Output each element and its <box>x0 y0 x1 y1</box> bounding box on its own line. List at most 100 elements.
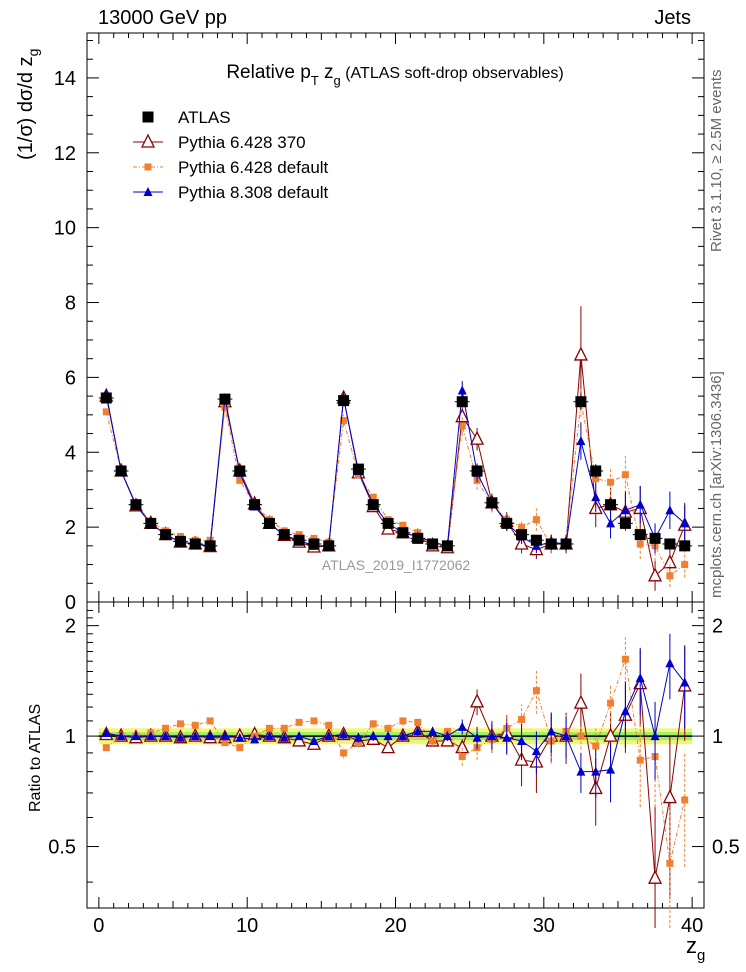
ratio-point <box>146 731 156 741</box>
ratio-line <box>106 662 686 773</box>
data-point <box>516 529 528 541</box>
ratio-point <box>399 717 407 725</box>
data-point <box>666 572 674 580</box>
ratio-series-2 <box>101 633 690 803</box>
data-point <box>560 538 572 550</box>
x-tick-label: 20 <box>384 915 406 937</box>
data-point <box>340 416 348 424</box>
ratio-point <box>369 720 377 728</box>
series-0 <box>98 392 693 552</box>
ratio-point <box>592 742 600 750</box>
ratio-point <box>458 752 466 760</box>
data-point <box>575 396 587 408</box>
series-1 <box>99 306 692 591</box>
ratio-point <box>221 739 229 747</box>
legend-marker <box>143 187 153 196</box>
data-point <box>621 471 629 479</box>
data-point <box>204 540 216 552</box>
ratio-point <box>518 715 526 723</box>
ratio-point <box>191 721 199 729</box>
ratio-tick-label: 0.5 <box>712 837 740 859</box>
series-line <box>105 390 686 547</box>
data-point <box>665 505 675 515</box>
ratio-point <box>666 859 674 867</box>
ratio-point <box>680 677 690 687</box>
x-axis-label: zg <box>686 933 705 964</box>
data-point <box>278 529 290 541</box>
ratio-point <box>206 717 214 725</box>
data-point <box>263 517 275 529</box>
data-point <box>115 465 127 477</box>
data-point <box>458 422 466 430</box>
data-point <box>545 538 557 550</box>
data-point <box>130 499 142 511</box>
ratio-point <box>502 732 512 742</box>
ratio-point <box>470 693 485 708</box>
data-point <box>338 395 350 407</box>
ratio-point <box>236 744 244 752</box>
data-point <box>635 499 645 509</box>
ratio-point <box>681 796 689 804</box>
legend-label: Pythia 6.428 370 <box>178 133 306 152</box>
data-point <box>293 534 305 546</box>
data-point <box>591 492 601 502</box>
ratio-point <box>546 726 556 736</box>
ratio-point <box>650 731 660 741</box>
ratio-point <box>175 732 185 742</box>
y-tick-label: 0 <box>65 592 76 614</box>
data-point <box>662 554 677 569</box>
ratio-point <box>162 724 170 732</box>
data-point <box>532 516 540 524</box>
data-point <box>174 535 186 547</box>
data-point <box>234 465 246 477</box>
ratio-point <box>607 699 615 707</box>
y-tick-label: 6 <box>65 367 76 389</box>
legend-label: ATLAS <box>178 108 231 127</box>
data-point <box>530 534 542 546</box>
ratio-point <box>620 706 630 716</box>
data-point <box>295 531 303 539</box>
data-point <box>352 463 364 475</box>
ratio-point <box>398 731 408 741</box>
ratio-point <box>131 731 141 741</box>
data-point <box>323 540 335 552</box>
ratio-point <box>116 731 126 741</box>
data-point <box>441 540 453 552</box>
ratio-frame <box>86 601 705 909</box>
ratio-point <box>383 731 393 741</box>
y-axis-label: (1/σ) dσ/d zg <box>15 49 41 160</box>
ratio-point <box>472 732 482 742</box>
ratio-point <box>176 720 184 728</box>
data-point <box>189 538 201 550</box>
ratio-point <box>384 724 392 732</box>
x-tick-label: 30 <box>533 915 555 937</box>
data-point <box>649 532 661 544</box>
x-tick-label: 40 <box>681 915 703 937</box>
data-point <box>367 499 379 511</box>
data-point <box>501 517 513 529</box>
ratio-point <box>353 732 363 742</box>
ratio-tick-label: 1 <box>712 726 723 748</box>
header-left: 13000 GeV pp <box>98 7 227 29</box>
data-point <box>382 517 394 529</box>
ratio-point <box>429 737 437 745</box>
data-point <box>457 385 467 395</box>
ratio-point <box>250 734 260 744</box>
y-tick-label: 4 <box>65 442 76 464</box>
ratio-point <box>102 744 110 752</box>
ratio-point <box>414 718 422 726</box>
data-point <box>518 523 526 531</box>
y-tick-label: 10 <box>54 218 76 240</box>
data-point <box>486 497 498 509</box>
ratio-point <box>265 724 273 732</box>
ratio-point <box>264 731 274 741</box>
data-point <box>399 521 407 529</box>
data-point <box>605 499 617 511</box>
ratio-line <box>106 681 686 879</box>
data-point <box>607 478 615 486</box>
ratio-point <box>220 731 230 741</box>
ratio-point <box>487 731 497 741</box>
data-point <box>221 403 229 411</box>
chart-title: Relative pT zg (ATLAS soft-drop observab… <box>226 62 563 88</box>
data-point <box>590 465 602 477</box>
